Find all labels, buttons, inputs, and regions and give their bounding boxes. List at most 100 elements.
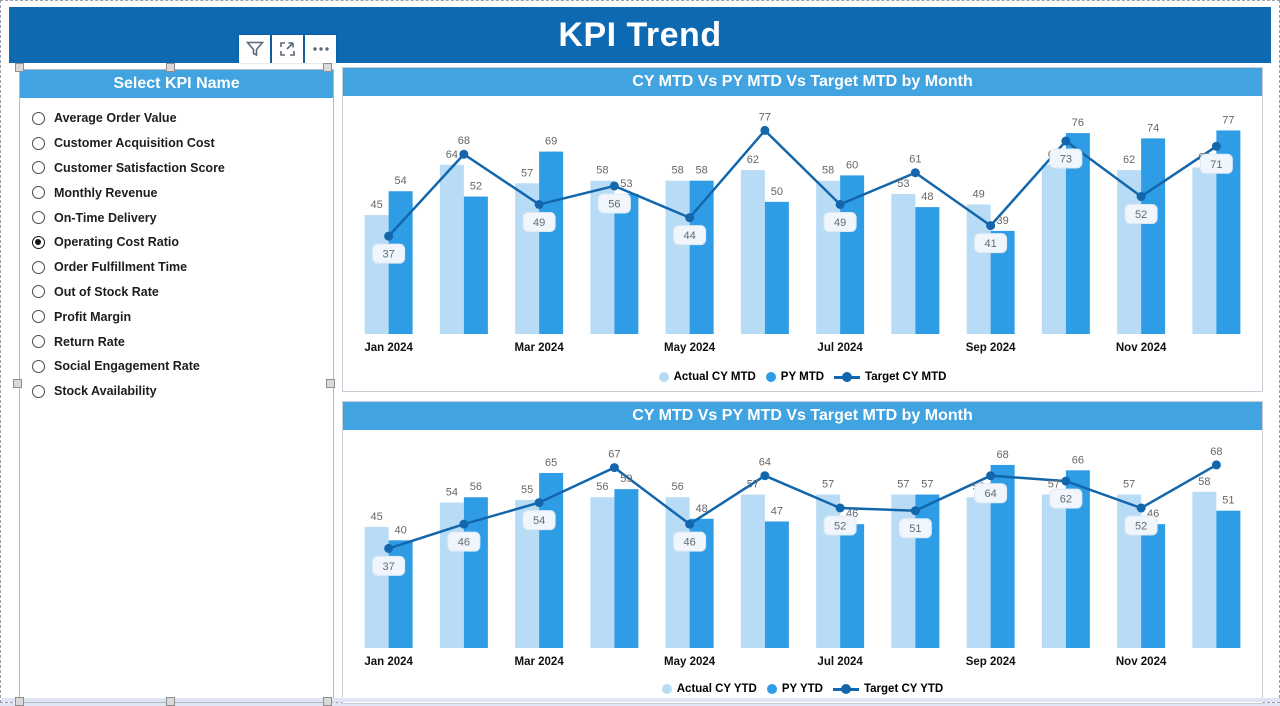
radio-icon[interactable] [32, 211, 45, 225]
chart-card-mtd[interactable]: CY MTD Vs PY MTD Vs Target MTD by Month … [342, 67, 1263, 392]
line-marker[interactable] [1211, 141, 1221, 151]
radio-icon[interactable] [32, 161, 45, 175]
resize-handle[interactable] [15, 63, 24, 72]
bar-value-label: 40 [395, 524, 407, 536]
kpi-option-average-order-value[interactable]: Average Order Value [32, 106, 333, 131]
resize-handle[interactable] [323, 63, 332, 72]
legend-item-actual-cy-ytd[interactable]: Actual CY YTD [661, 683, 757, 695]
bar-py-ytd[interactable] [764, 521, 789, 648]
resize-handle[interactable] [326, 379, 335, 388]
kpi-option-profit-margin[interactable]: Profit Margin [32, 304, 333, 329]
line-marker[interactable] [1061, 136, 1071, 146]
radio-icon[interactable] [32, 384, 45, 398]
bar-py-mtd[interactable] [539, 151, 564, 334]
kpi-option-customer-satisfaction-score[interactable]: Customer Satisfaction Score [32, 156, 333, 181]
line-marker[interactable] [459, 149, 469, 159]
kpi-option-customer-acquisition-cost[interactable]: Customer Acquisition Cost [32, 131, 333, 156]
bar-actual-cy-mtd[interactable] [740, 170, 765, 334]
radio-icon[interactable] [32, 111, 45, 125]
radio-icon[interactable] [32, 285, 45, 299]
focus-mode-button[interactable] [272, 35, 303, 63]
radio-selected-icon[interactable] [32, 235, 45, 249]
resize-handle[interactable] [166, 697, 175, 706]
bar-actual-cy-ytd[interactable] [590, 497, 615, 648]
line-marker[interactable] [910, 506, 920, 516]
legend-item-actual-cy-mtd[interactable]: Actual CY MTD [658, 371, 756, 383]
bar-py-ytd[interactable] [614, 489, 639, 648]
bar-actual-cy-ytd[interactable] [891, 494, 916, 648]
bar-actual-cy-mtd[interactable] [1192, 167, 1217, 334]
line-marker[interactable] [1061, 476, 1071, 486]
line-marker[interactable] [609, 463, 619, 473]
radio-icon[interactable] [32, 335, 45, 349]
line-marker[interactable] [534, 199, 544, 209]
resize-handle[interactable] [166, 63, 175, 72]
bar-py-mtd[interactable] [764, 201, 789, 334]
legend-item-target-cy-mtd[interactable]: Target CY MTD [834, 371, 946, 383]
bar-actual-cy-mtd[interactable] [515, 183, 540, 334]
kpi-option-stock-availability[interactable]: Stock Availability [32, 379, 333, 404]
kpi-option-order-fulfillment-time[interactable]: Order Fulfillment Time [32, 255, 333, 280]
bar-actual-cy-mtd[interactable] [364, 215, 389, 334]
line-value-label-box [522, 211, 556, 232]
kpi-slicer[interactable]: Select KPI Name Average Order Value Custo… [19, 69, 334, 703]
line-marker[interactable] [534, 498, 544, 508]
bar-actual-cy-mtd[interactable] [1041, 164, 1066, 334]
line-marker[interactable] [1211, 460, 1221, 470]
line-marker[interactable] [459, 519, 469, 529]
bar-actual-cy-ytd[interactable] [1192, 491, 1217, 648]
line-marker[interactable] [685, 519, 695, 529]
more-options-button[interactable] [305, 35, 336, 63]
bar-actual-cy-mtd[interactable] [665, 180, 690, 334]
bar-actual-cy-ytd[interactable] [740, 494, 765, 648]
kpi-option-monthly-revenue[interactable]: Monthly Revenue [32, 180, 333, 205]
line-marker[interactable] [384, 231, 394, 241]
radio-icon[interactable] [32, 186, 45, 200]
line-marker[interactable] [685, 213, 695, 223]
resize-handle[interactable] [13, 379, 22, 388]
legend-item-py-mtd[interactable]: PY MTD [765, 371, 824, 383]
bar-py-ytd[interactable] [539, 473, 564, 648]
bar-py-mtd[interactable] [1141, 138, 1166, 334]
line-marker[interactable] [1136, 192, 1146, 202]
radio-icon[interactable] [32, 260, 45, 274]
bar-actual-cy-ytd[interactable] [966, 497, 991, 648]
bar-py-ytd[interactable] [915, 494, 940, 648]
resize-handle[interactable] [323, 697, 332, 706]
bar-py-ytd[interactable] [840, 524, 865, 648]
legend-item-target-cy-ytd[interactable]: Target CY YTD [832, 683, 943, 695]
line-marker[interactable] [760, 125, 770, 135]
chart-card-ytd[interactable]: CY MTD Vs PY MTD Vs Target MTD by Month … [342, 401, 1263, 704]
resize-handle[interactable] [15, 697, 24, 706]
line-marker[interactable] [760, 471, 770, 481]
kpi-option-on-time-delivery[interactable]: On-Time Delivery [32, 205, 333, 230]
line-marker[interactable] [835, 199, 845, 209]
radio-icon[interactable] [32, 359, 45, 373]
legend-item-py-ytd[interactable]: PY YTD [766, 683, 823, 695]
line-marker[interactable] [609, 181, 619, 191]
bar-py-ytd[interactable] [1216, 510, 1241, 648]
bar-actual-cy-mtd[interactable] [439, 164, 464, 334]
bar-actual-cy-ytd[interactable] [1041, 494, 1066, 648]
bar-py-mtd[interactable] [915, 207, 940, 334]
kpi-option-social-engagement-rate[interactable]: Social Engagement Rate [32, 354, 333, 379]
bar-actual-cy-mtd[interactable] [891, 193, 916, 334]
bar-py-mtd[interactable] [463, 196, 488, 334]
line-marker[interactable] [835, 503, 845, 513]
bar-py-ytd[interactable] [1141, 524, 1166, 648]
kpi-option-out-of-stock-rate[interactable]: Out of Stock Rate [32, 280, 333, 305]
line-marker[interactable] [986, 221, 996, 231]
bar-actual-cy-ytd[interactable] [665, 497, 690, 648]
line-marker[interactable] [986, 471, 996, 481]
bar-actual-cy-ytd[interactable] [364, 526, 389, 648]
filter-button[interactable] [239, 35, 270, 63]
bar-py-mtd[interactable] [614, 193, 639, 334]
line-marker[interactable] [910, 168, 920, 178]
kpi-option-return-rate[interactable]: Return Rate [32, 329, 333, 354]
radio-icon[interactable] [32, 310, 45, 324]
line-marker[interactable] [1136, 503, 1146, 513]
line-marker[interactable] [384, 543, 394, 553]
radio-icon[interactable] [32, 136, 45, 150]
kpi-option-operating-cost-ratio[interactable]: Operating Cost Ratio [32, 230, 333, 255]
bar-py-mtd[interactable] [689, 180, 714, 334]
